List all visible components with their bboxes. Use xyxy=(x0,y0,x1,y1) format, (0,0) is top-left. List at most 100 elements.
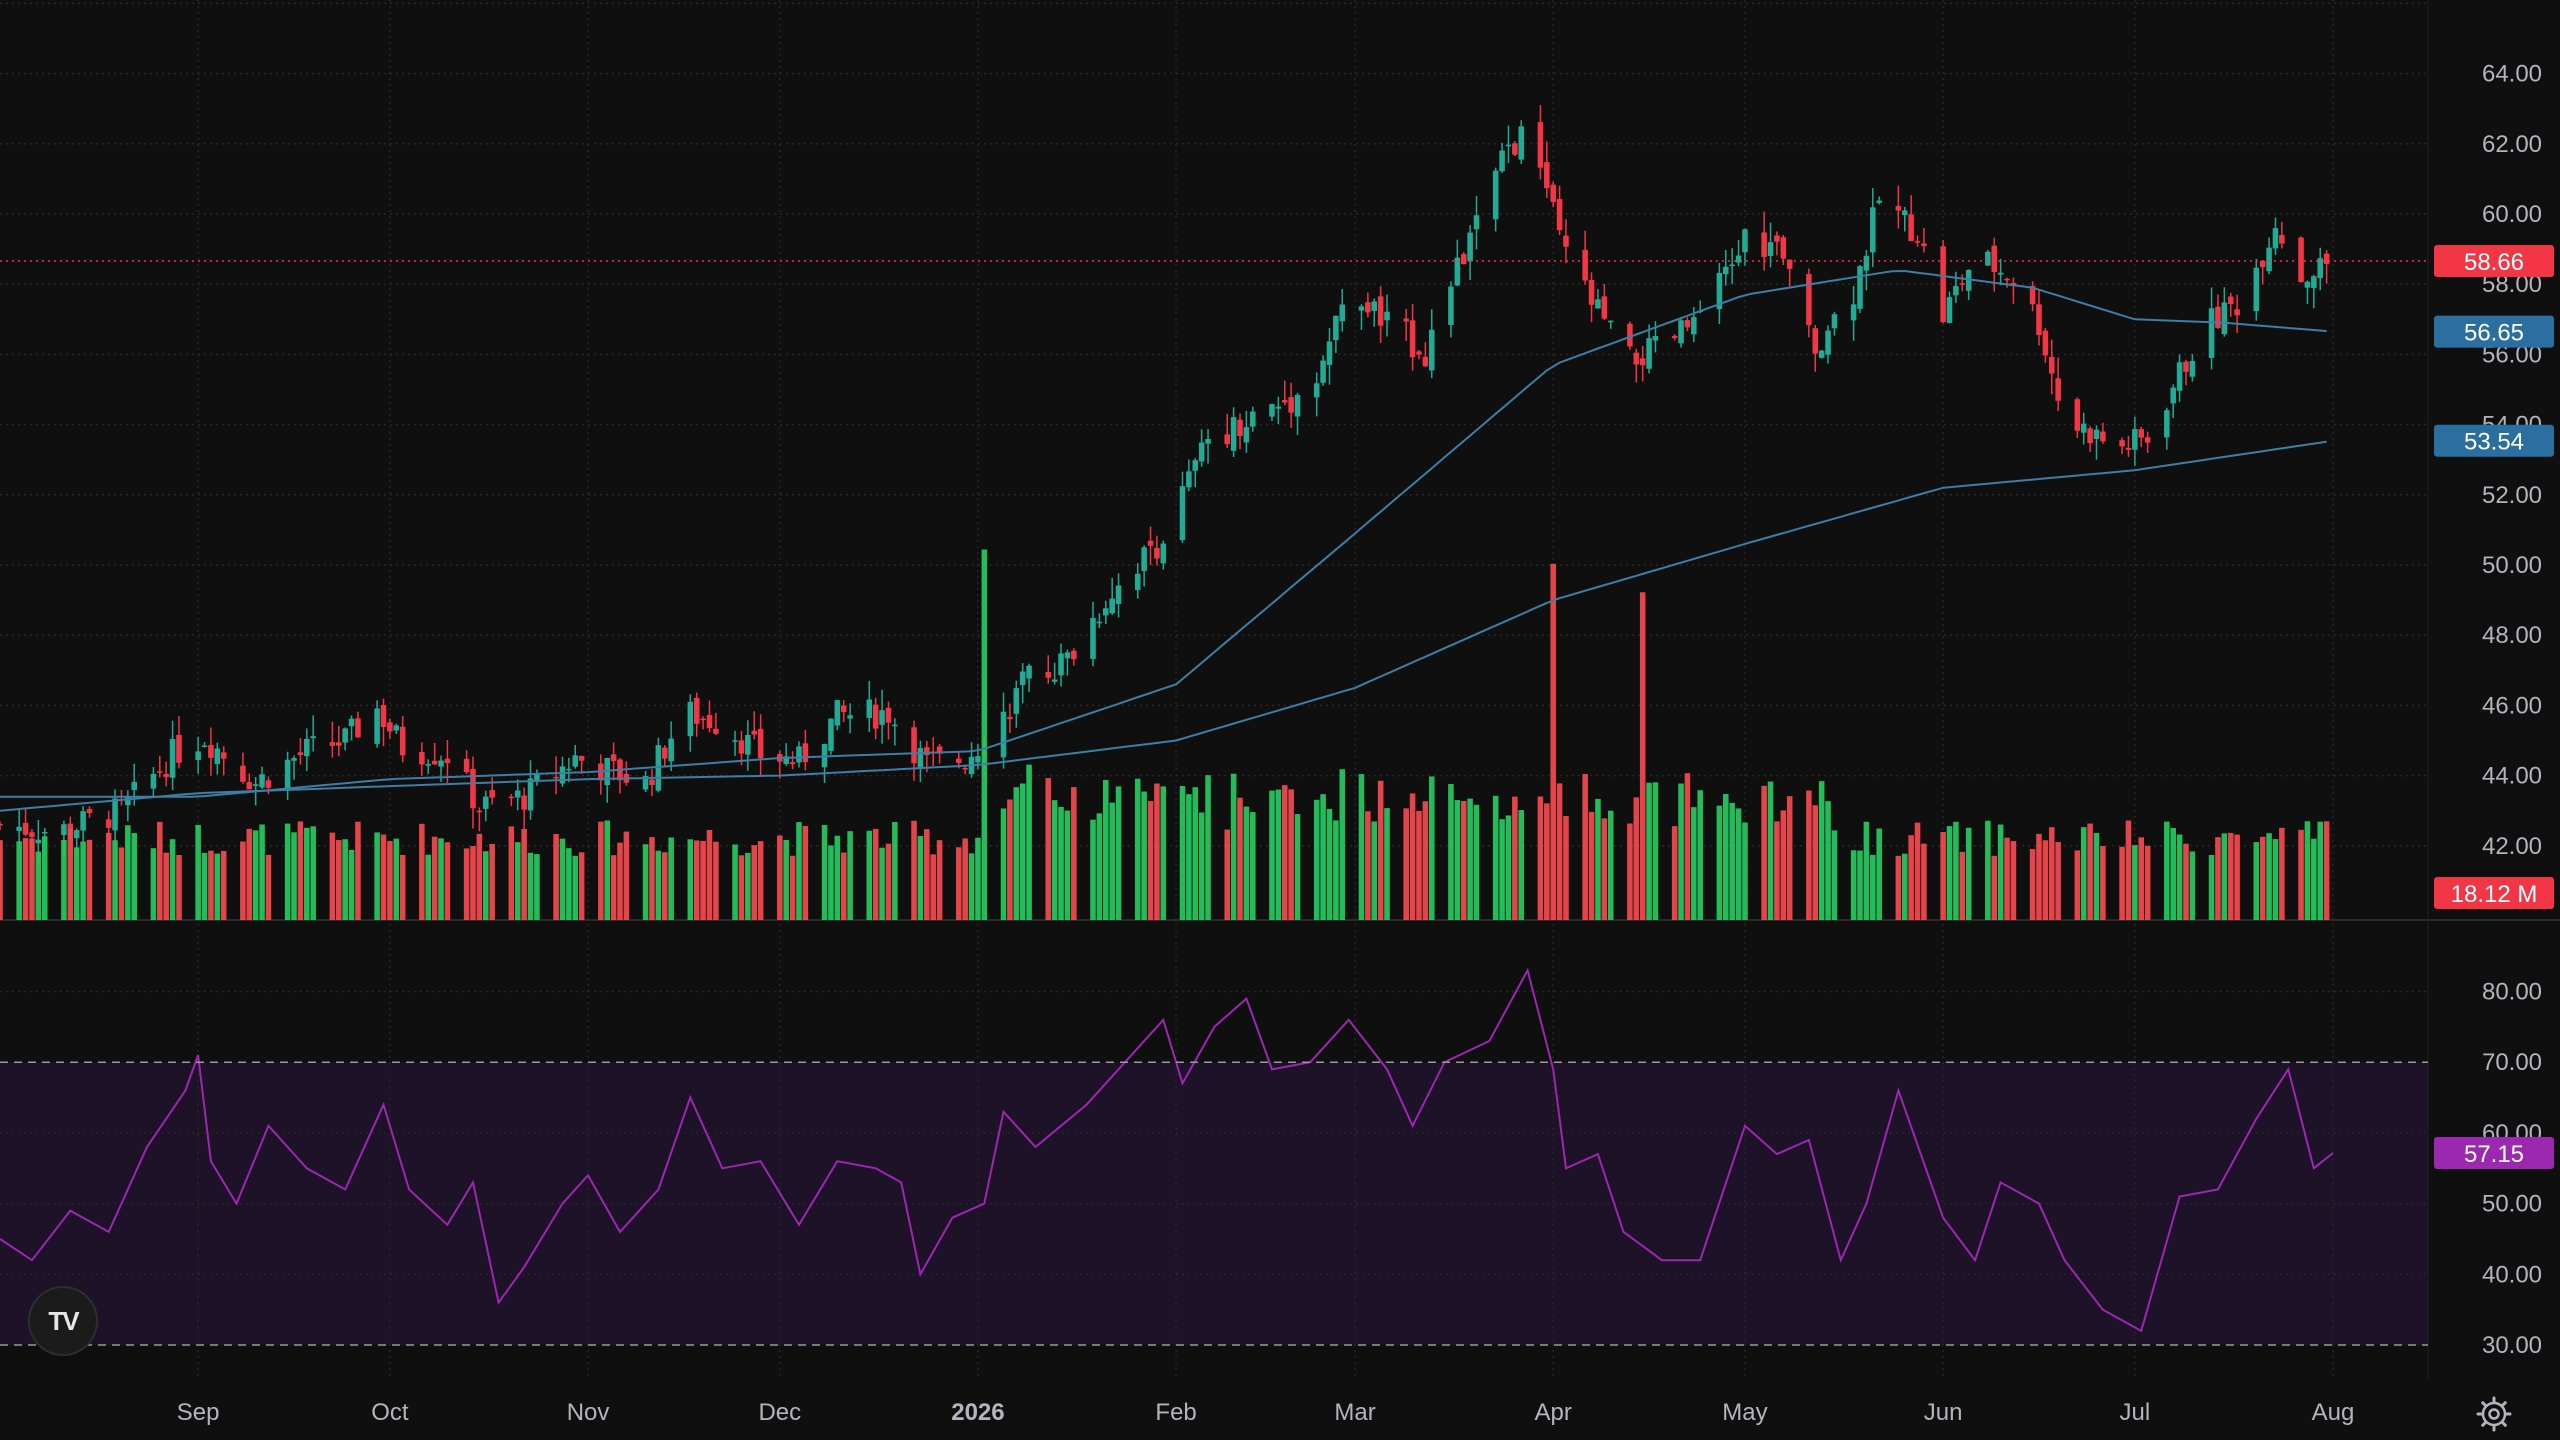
volume-bar[interactable] xyxy=(2234,834,2240,920)
volume-bar[interactable] xyxy=(1505,815,1512,920)
volume-bar[interactable] xyxy=(335,840,342,920)
volume-bar[interactable] xyxy=(387,841,393,920)
volume-bar[interactable] xyxy=(534,854,540,920)
candle[interactable] xyxy=(1512,143,1518,155)
volume-bar[interactable] xyxy=(955,847,962,920)
candle[interactable] xyxy=(1857,266,1863,309)
candle[interactable] xyxy=(514,790,521,798)
volume-bar[interactable] xyxy=(310,826,316,920)
volume-bar[interactable] xyxy=(1556,783,1563,920)
candle[interactable] xyxy=(1064,652,1071,659)
candle[interactable] xyxy=(2042,330,2049,356)
volume-bar[interactable] xyxy=(1870,854,1876,920)
candle[interactable] xyxy=(879,710,885,725)
candle[interactable] xyxy=(444,758,451,764)
volume-bar[interactable] xyxy=(0,840,3,920)
candle[interactable] xyxy=(1556,198,1563,231)
volume-bar[interactable] xyxy=(2279,827,2285,920)
volume-bar[interactable] xyxy=(1492,795,1499,920)
volume-bar[interactable] xyxy=(1224,829,1230,920)
volume-bar[interactable] xyxy=(2138,837,2145,920)
volume-bar[interactable] xyxy=(329,832,336,920)
candle[interactable] xyxy=(2093,429,2100,440)
volume-bar[interactable] xyxy=(1914,822,1921,920)
candle[interactable] xyxy=(2279,235,2285,244)
volume-bar[interactable] xyxy=(777,835,783,920)
candle[interactable] xyxy=(220,752,227,759)
volume-bar[interactable] xyxy=(425,854,432,920)
candle[interactable] xyxy=(1563,235,1569,247)
candle[interactable] xyxy=(1275,406,1282,409)
volume-bar[interactable] xyxy=(470,846,476,920)
candle[interactable] xyxy=(1537,122,1544,168)
volume-bar[interactable] xyxy=(1326,808,1333,920)
volume-bar[interactable] xyxy=(924,829,930,920)
candle[interactable] xyxy=(1294,394,1301,417)
candle[interactable] xyxy=(1691,317,1697,335)
candle[interactable] xyxy=(150,773,157,789)
volume-bar[interactable] xyxy=(112,840,118,920)
volume-bar[interactable] xyxy=(1454,800,1461,920)
candle[interactable] xyxy=(169,739,176,778)
candle[interactable] xyxy=(1742,229,1748,253)
volume-bar[interactable] xyxy=(1192,787,1199,920)
volume-bar[interactable] xyxy=(163,852,169,920)
volume-bar[interactable] xyxy=(1946,826,1953,920)
volume-bar[interactable] xyxy=(1639,592,1646,920)
candle[interactable] xyxy=(476,810,483,813)
volume-bar[interactable] xyxy=(2311,838,2317,920)
candle[interactable] xyxy=(1735,255,1742,263)
volume-bar[interactable] xyxy=(866,830,873,920)
volume-bar[interactable] xyxy=(2164,821,2170,920)
volume-bar[interactable] xyxy=(2170,828,2176,920)
volume-bar[interactable] xyxy=(1115,786,1122,920)
volume-bar[interactable] xyxy=(1179,785,1186,920)
volume-bar[interactable] xyxy=(284,823,291,920)
candle[interactable] xyxy=(1186,471,1192,488)
candle[interactable] xyxy=(335,742,342,746)
volume-bar[interactable] xyxy=(962,838,968,920)
candle[interactable] xyxy=(911,727,917,764)
volume-bar[interactable] xyxy=(438,838,444,920)
volume-bar[interactable] xyxy=(706,829,713,920)
candle[interactable] xyxy=(1767,242,1774,256)
candle[interactable] xyxy=(1723,266,1729,275)
volume-bar[interactable] xyxy=(1339,769,1346,920)
volume-bar[interactable] xyxy=(2119,846,2125,920)
candle[interactable] xyxy=(176,734,182,763)
candle[interactable] xyxy=(291,758,297,761)
candle[interactable] xyxy=(240,765,246,782)
volume-bar[interactable] xyxy=(693,840,700,920)
volume-bar[interactable] xyxy=(1895,855,1902,920)
candle[interactable] xyxy=(1595,299,1601,309)
volume-bar[interactable] xyxy=(1646,782,1652,920)
candle[interactable] xyxy=(1825,330,1831,355)
candle[interactable] xyxy=(2087,428,2093,444)
volume-bar[interactable] xyxy=(1205,775,1211,920)
volume-bar[interactable] xyxy=(1991,855,1998,920)
volume-bar[interactable] xyxy=(1588,811,1595,920)
candle[interactable] xyxy=(1786,259,1793,269)
candle[interactable] xyxy=(348,718,355,727)
candle[interactable] xyxy=(2215,306,2221,328)
volume-bar[interactable] xyxy=(1416,810,1422,920)
volume-bar[interactable] xyxy=(463,848,470,920)
candle[interactable] xyxy=(16,826,22,831)
volume-bar[interactable] xyxy=(1230,773,1237,920)
candle[interactable] xyxy=(438,760,444,767)
volume-bar[interactable] xyxy=(252,830,259,920)
volume-bar[interactable] xyxy=(623,831,630,920)
candle[interactable] xyxy=(1026,665,1032,679)
candle[interactable] xyxy=(61,824,67,836)
volume-bar[interactable] xyxy=(1601,818,1608,920)
volume-bar[interactable] xyxy=(1697,790,1703,920)
volume-bar[interactable] xyxy=(1953,821,1959,920)
volume-bar[interactable] xyxy=(892,822,898,920)
candle[interactable] xyxy=(834,700,841,726)
candle[interactable] xyxy=(1901,210,1908,216)
volume-bar[interactable] xyxy=(1448,783,1454,920)
volume-bar[interactable] xyxy=(828,845,834,920)
volume-bar[interactable] xyxy=(1544,803,1550,920)
volume-bar[interactable] xyxy=(157,821,163,920)
volume-bar[interactable] xyxy=(1313,799,1320,920)
